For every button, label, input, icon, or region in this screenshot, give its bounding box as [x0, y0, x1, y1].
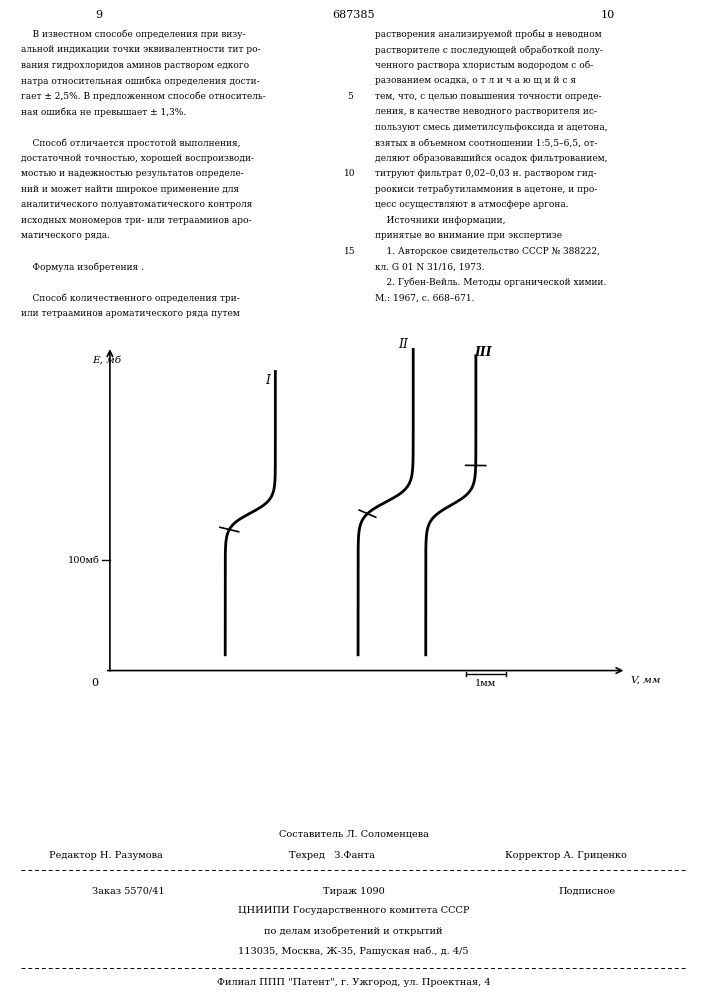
- Text: по делам изобретений и открытий: по делам изобретений и открытий: [264, 926, 443, 936]
- Text: ний и может найти широкое применение для: ний и может найти широкое применение для: [21, 185, 240, 194]
- Text: Тираж 1090: Тираж 1090: [322, 887, 385, 896]
- Text: 100мб: 100мб: [68, 556, 100, 565]
- Text: 2. Губен-Вейль. Методы органической химии.: 2. Губен-Вейль. Методы органической хими…: [375, 278, 606, 287]
- Text: 1. Авторское свидетельство СССР № 388222,: 1. Авторское свидетельство СССР № 388222…: [375, 247, 600, 256]
- Text: 9: 9: [95, 10, 103, 20]
- Text: матического ряда.: матического ряда.: [21, 231, 110, 240]
- Text: Источники информации,: Источники информации,: [375, 216, 506, 225]
- Text: Составитель Л. Соломенцева: Составитель Л. Соломенцева: [279, 829, 428, 838]
- Text: роокиси тетрабутиламмония в ацетоне, и про-: роокиси тетрабутиламмония в ацетоне, и п…: [375, 185, 597, 194]
- Text: ЦНИИПИ Государственного комитета СССР: ЦНИИПИ Государственного комитета СССР: [238, 906, 469, 915]
- Text: взятых в объемном соотношении 1:5,5–6,5, от-: взятых в объемном соотношении 1:5,5–6,5,…: [375, 138, 597, 147]
- Text: E, мб: E, мб: [93, 356, 122, 365]
- Text: Способ отличается простотой выполнения,: Способ отличается простотой выполнения,: [21, 138, 240, 148]
- Text: Техред   З.Фанта: Техред З.Фанта: [289, 851, 375, 860]
- Text: Заказ 5570/41: Заказ 5570/41: [92, 887, 165, 896]
- Text: 15: 15: [344, 247, 356, 256]
- Text: растворения анализируемой пробы в неводном: растворения анализируемой пробы в неводн…: [375, 30, 602, 39]
- Text: Подписное: Подписное: [559, 887, 615, 896]
- Text: 10: 10: [601, 10, 615, 20]
- Text: пользуют смесь диметилсульфоксида и ацетона,: пользуют смесь диметилсульфоксида и ацет…: [375, 123, 607, 132]
- Text: 10: 10: [344, 169, 356, 178]
- Text: мостью и надежностью результатов определе-: мостью и надежностью результатов определ…: [21, 169, 244, 178]
- Text: ченного раствора хлористым водородом с об-: ченного раствора хлористым водородом с о…: [375, 61, 593, 70]
- Text: ная ошибка не превышает ± 1,3%.: ная ошибка не превышает ± 1,3%.: [21, 107, 187, 117]
- Text: натра относительная ошибка определения дости-: натра относительная ошибка определения д…: [21, 76, 260, 86]
- Text: V, мм: V, мм: [631, 675, 660, 684]
- Text: 687385: 687385: [332, 10, 375, 20]
- Text: аналитического полуавтоматического контроля: аналитического полуавтоматического контр…: [21, 200, 252, 209]
- Text: II: II: [398, 338, 408, 351]
- Text: 1мм: 1мм: [475, 679, 496, 688]
- Text: гает ± 2,5%. В предложенном способе относитель-: гает ± 2,5%. В предложенном способе отно…: [21, 92, 266, 101]
- Text: цесс осуществляют в атмосфере аргона.: цесс осуществляют в атмосфере аргона.: [375, 200, 568, 209]
- Text: Способ количественного определения три-: Способ количественного определения три-: [21, 293, 240, 303]
- Text: В известном способе определения при визу-: В известном способе определения при визу…: [21, 30, 246, 39]
- Text: Редактор Н. Разумова: Редактор Н. Разумова: [49, 851, 163, 860]
- Text: кл. G 01 N 31/16, 1973.: кл. G 01 N 31/16, 1973.: [375, 262, 484, 271]
- Text: I: I: [265, 374, 270, 387]
- Text: Формула изобретения .: Формула изобретения .: [21, 262, 144, 272]
- Text: ления, в качестве неводного растворителя ис-: ления, в качестве неводного растворителя…: [375, 107, 597, 116]
- Text: вания гидрохлоридов аминов раствором едкого: вания гидрохлоридов аминов раствором едк…: [21, 61, 250, 70]
- Text: М.: 1967, с. 668–671.: М.: 1967, с. 668–671.: [375, 293, 474, 302]
- Text: тем, что, с целью повышения точности опреде-: тем, что, с целью повышения точности опр…: [375, 92, 601, 101]
- Text: 5: 5: [347, 92, 353, 101]
- Text: 0: 0: [91, 678, 98, 688]
- Text: исходных мономеров три- или тетрааминов аро-: исходных мономеров три- или тетрааминов …: [21, 216, 252, 225]
- Text: достаточной точностью, хорошей воспроизводи-: достаточной точностью, хорошей воспроизв…: [21, 154, 255, 163]
- Text: 113035, Москва, Ж-35, Рашуская наб., д. 4/5: 113035, Москва, Ж-35, Рашуская наб., д. …: [238, 946, 469, 956]
- Text: Корректор А. Гриценко: Корректор А. Гриценко: [505, 851, 626, 860]
- Text: разованием осадка, о т л и ч а ю щ и й с я: разованием осадка, о т л и ч а ю щ и й с…: [375, 76, 575, 85]
- Text: растворителе с последующей обработкой полу-: растворителе с последующей обработкой по…: [375, 45, 602, 55]
- Text: или тетрааминов ароматического ряда путем: или тетрааминов ароматического ряда путе…: [21, 309, 240, 318]
- Text: деляют образовавшийся осадок фильтрованием,: деляют образовавшийся осадок фильтровани…: [375, 154, 607, 163]
- Text: III: III: [474, 346, 492, 359]
- Text: принятые во внимание при экспертизе: принятые во внимание при экспертизе: [375, 231, 562, 240]
- Text: альной индикации точки эквивалентности тит ро-: альной индикации точки эквивалентности т…: [21, 45, 261, 54]
- Text: титруют фильтрат 0,02–0,03 н. раствором гид-: титруют фильтрат 0,02–0,03 н. раствором …: [375, 169, 596, 178]
- Text: Филиал ППП "Патент", г. Ужгород, ул. Проектная, 4: Филиал ППП "Патент", г. Ужгород, ул. Про…: [216, 978, 491, 987]
